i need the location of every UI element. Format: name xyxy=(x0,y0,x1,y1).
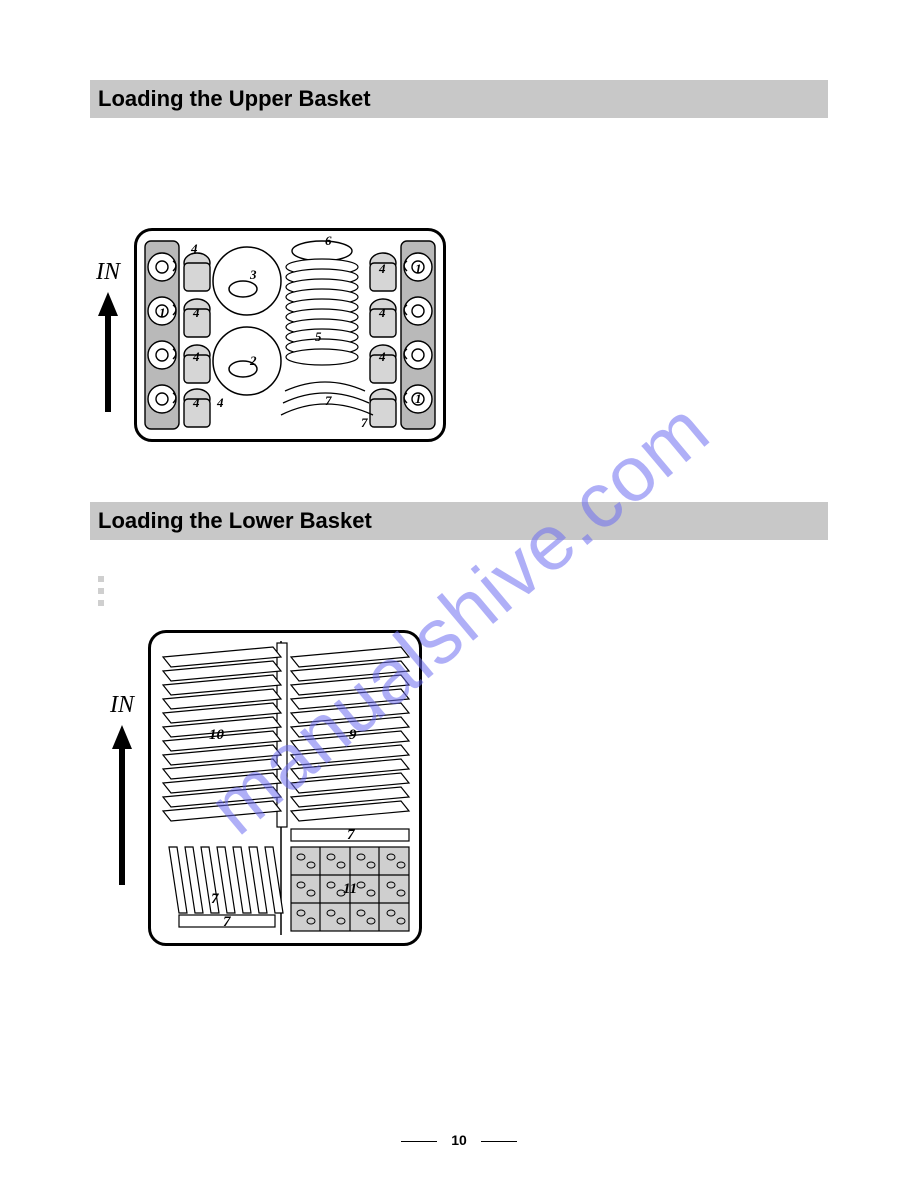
label-1-right: 1 xyxy=(415,261,422,276)
label-7-upper: 7 xyxy=(347,827,355,843)
page-footer: 10 xyxy=(0,1132,918,1148)
label-5: 5 xyxy=(315,329,322,344)
label-4-g: 4 xyxy=(378,305,386,320)
label-4-b: 4 xyxy=(192,305,200,320)
arrow-up-icon xyxy=(112,725,132,885)
in-arrow-lower: IN xyxy=(110,692,134,885)
lower-basket-diagram: 10 9 7 7 7 11 xyxy=(148,630,422,946)
label-7-bottom: 7 xyxy=(223,914,231,930)
page-number: 10 xyxy=(451,1132,467,1148)
in-label-upper: IN xyxy=(96,259,120,286)
label-4-c: 4 xyxy=(192,349,200,364)
in-arrow-upper: IN xyxy=(96,259,120,412)
section-header-upper: Loading the Upper Basket xyxy=(90,80,828,118)
label-1-left: 1 xyxy=(159,305,166,320)
label-1-right2: 1 xyxy=(415,391,422,406)
label-6: 6 xyxy=(325,233,332,248)
label-2: 2 xyxy=(249,353,257,368)
label-4-e: 4 xyxy=(216,395,224,410)
section-header-lower: Loading the Lower Basket xyxy=(90,502,828,540)
arrow-up-icon xyxy=(98,292,118,412)
label-7-a: 7 xyxy=(325,393,332,408)
label-4-a: 4 xyxy=(190,241,198,256)
label-11: 11 xyxy=(343,881,357,897)
label-4-d: 4 xyxy=(192,395,200,410)
label-4-f: 4 xyxy=(378,261,386,276)
label-9: 9 xyxy=(349,727,357,743)
label-7-b: 7 xyxy=(361,415,368,430)
in-label-lower: IN xyxy=(110,692,134,719)
label-3: 3 xyxy=(249,267,257,282)
label-10: 10 xyxy=(209,727,225,743)
upper-basket-diagram: 1 1 1 2 3 4 4 4 4 4 4 4 4 5 6 7 7 xyxy=(134,228,446,442)
label-4-h: 4 xyxy=(378,349,386,364)
label-7-left: 7 xyxy=(211,891,219,907)
